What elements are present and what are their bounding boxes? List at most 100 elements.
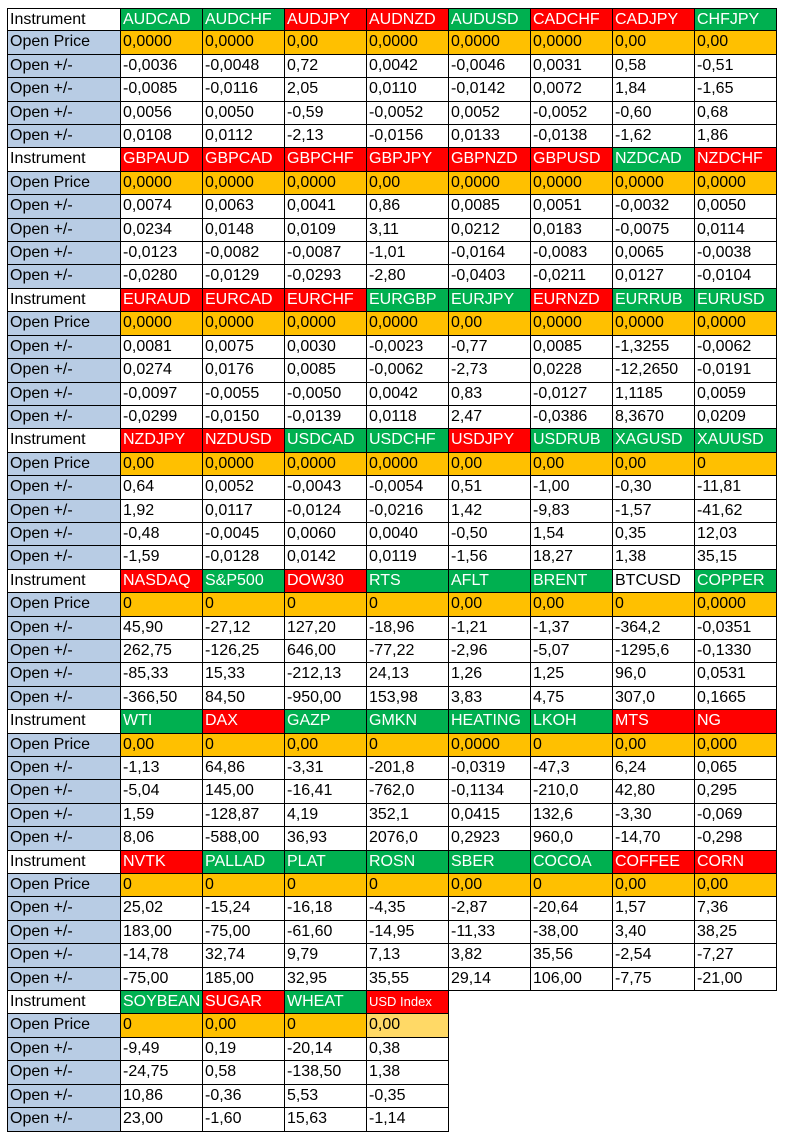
open-price-cell[interactable]: 0,00 xyxy=(367,171,449,196)
open-change-cell[interactable]: -16,18 xyxy=(285,897,367,921)
open-change-cell[interactable]: 0,0531 xyxy=(695,663,777,687)
open-change-cell[interactable]: 0,0052 xyxy=(203,476,285,500)
open-change-cell[interactable]: 106,00 xyxy=(531,967,613,992)
open-change-cell[interactable]: 0,0142 xyxy=(285,546,367,570)
open-price-cell[interactable]: 0,0000 xyxy=(449,733,531,757)
open-change-cell[interactable]: 4,19 xyxy=(285,803,367,828)
open-change-cell[interactable]: -1,21 xyxy=(449,616,531,640)
open-change-cell[interactable]: 5,53 xyxy=(285,1084,367,1109)
instrument-name-cell[interactable]: BTCUSD xyxy=(613,569,695,594)
open-change-cell[interactable]: 0,0117 xyxy=(203,499,285,523)
open-price-cell[interactable]: 0 xyxy=(203,593,285,617)
open-change-cell[interactable]: 0,0060 xyxy=(285,522,367,547)
instrument-name-cell[interactable]: EURCAD xyxy=(203,288,285,313)
open-change-cell[interactable]: 0,0112 xyxy=(203,125,285,149)
open-change-cell[interactable]: -0,0052 xyxy=(367,101,449,126)
open-change-cell[interactable]: -0,0036 xyxy=(121,54,203,79)
instrument-name-cell[interactable]: PLAT xyxy=(285,850,367,875)
open-change-cell[interactable]: 0,0042 xyxy=(367,382,449,406)
open-change-cell[interactable]: 8,06 xyxy=(121,827,203,851)
open-change-cell[interactable]: -3,31 xyxy=(285,757,367,781)
open-change-cell[interactable]: 0,2923 xyxy=(449,827,531,851)
open-change-cell[interactable]: -0,0129 xyxy=(203,265,285,289)
open-change-cell[interactable]: -0,0087 xyxy=(285,242,367,266)
open-change-cell[interactable]: 0,0031 xyxy=(531,54,613,79)
open-price-cell[interactable]: 0 xyxy=(367,593,449,617)
open-change-cell[interactable]: 0,0118 xyxy=(367,405,449,430)
open-change-cell[interactable]: 132,6 xyxy=(531,803,613,828)
open-change-cell[interactable]: -4,35 xyxy=(367,897,449,921)
open-change-cell[interactable]: 0,0085 xyxy=(449,195,531,219)
open-price-cell[interactable]: 0,00 xyxy=(367,1014,449,1038)
open-change-cell[interactable]: -0,0191 xyxy=(695,359,777,383)
open-change-cell[interactable]: 1,1185 xyxy=(613,382,695,406)
instrument-name-cell[interactable]: EURGBP xyxy=(367,288,449,313)
open-price-cell[interactable]: 0 xyxy=(367,874,449,898)
open-price-cell[interactable]: 0,0000 xyxy=(203,171,285,196)
open-change-cell[interactable]: 0,0085 xyxy=(531,335,613,360)
open-change-cell[interactable]: -1,14 xyxy=(367,1108,449,1132)
open-change-cell[interactable]: 0,0234 xyxy=(121,218,203,243)
instrument-name-cell[interactable]: AUDCAD xyxy=(121,8,203,32)
open-change-cell[interactable]: 1,86 xyxy=(695,125,777,149)
open-change-cell[interactable]: -128,87 xyxy=(203,803,285,828)
instrument-name-cell[interactable]: RTS xyxy=(367,569,449,594)
instrument-name-cell[interactable]: NZDJPY xyxy=(121,429,203,453)
open-change-cell[interactable]: 1,84 xyxy=(613,78,695,102)
open-change-cell[interactable]: -0,0128 xyxy=(203,546,285,570)
open-change-cell[interactable]: -27,12 xyxy=(203,616,285,640)
open-price-cell[interactable]: 0,00 xyxy=(613,31,695,55)
open-price-cell[interactable]: 0,00 xyxy=(695,31,777,55)
instrument-name-cell[interactable]: EURJPY xyxy=(449,288,531,313)
instrument-name-cell[interactable]: USDJPY xyxy=(449,429,531,453)
open-change-cell[interactable]: -0,0351 xyxy=(695,616,777,640)
open-change-cell[interactable]: -0,0050 xyxy=(285,382,367,406)
open-change-cell[interactable]: 35,56 xyxy=(531,944,613,968)
open-change-cell[interactable]: -1,57 xyxy=(613,499,695,523)
open-change-cell[interactable]: -75,00 xyxy=(203,920,285,945)
instrument-name-cell[interactable]: GAZP xyxy=(285,710,367,734)
open-change-cell[interactable]: -364,2 xyxy=(613,616,695,640)
open-change-cell[interactable]: -0,0123 xyxy=(121,242,203,266)
instrument-name-cell[interactable]: NASDAQ xyxy=(121,569,203,594)
open-change-cell[interactable]: 4,75 xyxy=(531,686,613,711)
open-change-cell[interactable]: -0,0386 xyxy=(531,405,613,430)
open-change-cell[interactable]: -0,0156 xyxy=(367,125,449,149)
open-change-cell[interactable]: -1,65 xyxy=(695,78,777,102)
open-price-cell[interactable]: 0,0000 xyxy=(531,171,613,196)
open-change-cell[interactable]: 0,1665 xyxy=(695,686,777,711)
open-change-cell[interactable]: 262,75 xyxy=(121,639,203,664)
open-change-cell[interactable]: -0,0150 xyxy=(203,405,285,430)
open-change-cell[interactable]: -0,069 xyxy=(695,803,777,828)
open-price-cell[interactable]: 0 xyxy=(367,733,449,757)
instrument-name-cell[interactable]: EURRUB xyxy=(613,288,695,313)
open-change-cell[interactable]: -201,8 xyxy=(367,757,449,781)
open-change-cell[interactable]: 25,02 xyxy=(121,897,203,921)
open-price-cell[interactable]: 0,00 xyxy=(449,312,531,336)
open-change-cell[interactable]: 0,0074 xyxy=(121,195,203,219)
open-change-cell[interactable]: -0,0062 xyxy=(367,359,449,383)
open-change-cell[interactable]: -0,0023 xyxy=(367,335,449,360)
open-price-cell[interactable]: 0 xyxy=(203,733,285,757)
open-change-cell[interactable]: 0,83 xyxy=(449,382,531,406)
open-change-cell[interactable]: -0,51 xyxy=(695,54,777,79)
open-change-cell[interactable]: -9,49 xyxy=(121,1037,203,1062)
open-change-cell[interactable]: 0,0110 xyxy=(367,78,449,102)
open-price-cell[interactable]: 0 xyxy=(121,593,203,617)
open-change-cell[interactable]: 1,59 xyxy=(121,803,203,828)
open-change-cell[interactable]: -588,00 xyxy=(203,827,285,851)
instrument-name-cell[interactable]: MTS xyxy=(613,710,695,734)
instrument-name-cell[interactable]: GBPNZD xyxy=(449,148,531,172)
open-change-cell[interactable]: 0,19 xyxy=(203,1037,285,1062)
open-change-cell[interactable]: -61,60 xyxy=(285,920,367,945)
open-change-cell[interactable]: -0,0211 xyxy=(531,265,613,289)
open-change-cell[interactable]: 0,51 xyxy=(449,476,531,500)
open-change-cell[interactable]: -1,37 xyxy=(531,616,613,640)
open-change-cell[interactable]: -138,50 xyxy=(285,1061,367,1085)
open-change-cell[interactable]: 9,79 xyxy=(285,944,367,968)
open-change-cell[interactable]: -5,04 xyxy=(121,780,203,804)
open-price-cell[interactable]: 0,00 xyxy=(449,874,531,898)
open-change-cell[interactable]: -2,54 xyxy=(613,944,695,968)
open-price-cell[interactable]: 0,0000 xyxy=(121,31,203,55)
instrument-name-cell[interactable]: LKOH xyxy=(531,710,613,734)
